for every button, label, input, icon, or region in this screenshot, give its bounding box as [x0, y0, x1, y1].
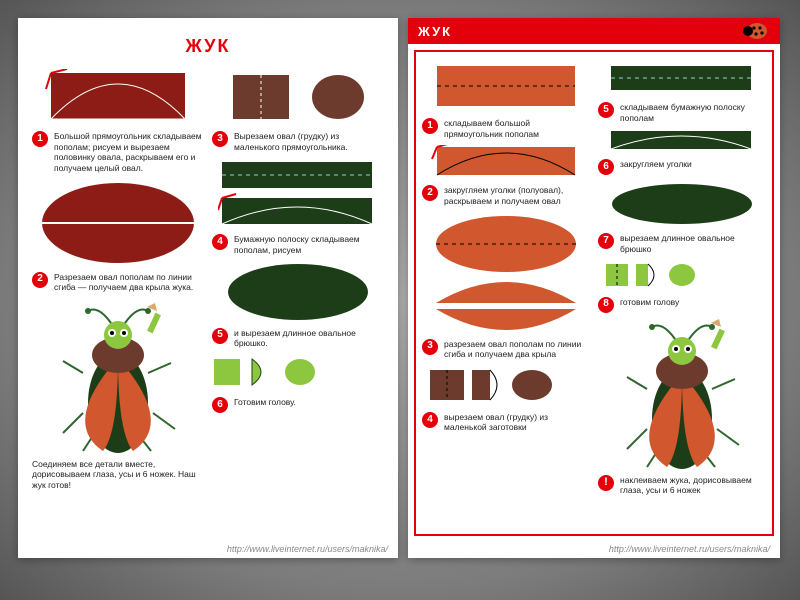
step-l6-text: Готовим голову. [234, 397, 384, 408]
thorax-pieces-icon [428, 366, 558, 406]
shape-l3 [212, 69, 384, 125]
green-strip-icon [607, 62, 757, 96]
right-cols: 1 складываем большой прямоугольник попол… [422, 58, 766, 502]
step-r6-text: закругляем уголки [620, 159, 766, 170]
num-r1-icon: 1 [422, 118, 438, 134]
step-r1: 1 складываем большой прямоугольник попол… [422, 118, 590, 139]
shape-l4 [212, 158, 384, 228]
left-footnote: Соединяем все детали вместе, дорисовывае… [32, 459, 204, 491]
right-page: ЖУК 1 складываем большой прямоугольник п [408, 18, 780, 558]
num-r4-icon: 4 [422, 412, 438, 428]
step-r7: 7 вырезаем длинное овальное брюшко [598, 233, 766, 254]
right-inner: 1 складываем большой прямоугольник попол… [414, 50, 774, 536]
left-col-a: 1 Большой прямоугольник складываем попол… [32, 65, 204, 491]
orange-oval-icon [431, 213, 581, 275]
step-l2: 2 Разрезаем овал пополам по линии сгиба … [32, 272, 204, 293]
right-col-b: 5 складываем бумажную полоску пополам 6 … [598, 58, 766, 502]
left-page: ЖУК 1 Большой прямоугольник складываем п… [18, 18, 398, 558]
step-r2: 2 закругляем уголки (полуовал), раскрыва… [422, 185, 590, 206]
rect-fold-icon [431, 62, 581, 112]
two-wings-icon [431, 279, 581, 333]
num-r5-icon: 5 [598, 102, 614, 118]
green-strip2-icon [607, 129, 757, 153]
left-body: 1 Большой прямоугольник складываем попол… [18, 57, 398, 495]
step-l3: 3 Вырезаем овал (грудку) из маленького п… [212, 131, 384, 152]
step-r8: 8 готовим голову [598, 297, 766, 313]
num-r7-icon: 7 [598, 233, 614, 249]
num-r2-icon: 2 [422, 185, 438, 201]
beetle-icon [43, 303, 193, 453]
left-col-b: 3 Вырезаем овал (грудку) из маленького п… [212, 65, 384, 491]
num-5-icon: 5 [212, 328, 228, 344]
small-rect-oval-icon [223, 69, 373, 125]
beetle-right [598, 319, 766, 469]
right-footnote: наклеиваем жука, дорисовываем глаза, усы… [620, 475, 766, 496]
shape-l6 [212, 355, 384, 391]
num-4-icon: 4 [212, 234, 228, 250]
shape-l1 [32, 69, 204, 125]
green-strips-icon [218, 158, 378, 228]
num-r6-icon: 6 [598, 159, 614, 175]
step-r2-text: закругляем уголки (полуовал), раскрываем… [444, 185, 590, 206]
shape-l-oval [32, 180, 204, 266]
num-2-icon: 2 [32, 272, 48, 288]
step-l5: 5 и вырезаем длинное овальное брюшко. [212, 328, 384, 349]
watermark-right: http://www.liveinternet.ru/users/maknika… [609, 544, 770, 554]
left-title: ЖУК [18, 36, 398, 57]
num-r8-icon: 8 [598, 297, 614, 313]
folded-rect-icon [43, 69, 193, 125]
step-l4-text: Бумажную полоску складываем пополам, рис… [234, 234, 384, 255]
step-r3: 3 разрезаем овал пополам по линии сгиба … [422, 339, 590, 360]
step-l1: 1 Большой прямоугольник складываем попол… [32, 131, 204, 174]
step-l4: 4 Бумажную полоску складываем пополам, р… [212, 234, 384, 255]
green-oval-icon [223, 262, 373, 322]
shape-r8 [598, 261, 766, 291]
step-r7-text: вырезаем длинное овальное брюшко [620, 233, 766, 254]
beetle2-icon [607, 319, 757, 469]
shape-r4 [422, 366, 590, 406]
num-3-icon: 3 [212, 131, 228, 147]
right-col-a: 1 складываем большой прямоугольник попол… [422, 58, 590, 502]
step-l2-text: Разрезаем овал пополам по линии сгиба — … [54, 272, 204, 293]
num-6-icon: 6 [212, 397, 228, 413]
shape-r7 [598, 181, 766, 227]
right-footnote-row: ! наклеиваем жука, дорисовываем глаза, у… [598, 475, 766, 496]
shape-r1 [422, 62, 590, 112]
num-1-icon: 1 [32, 131, 48, 147]
beetle-left [32, 303, 204, 453]
right-header: ЖУК [408, 18, 780, 44]
green-oval2-icon [607, 181, 757, 227]
shape-l5 [212, 262, 384, 322]
step-r4: 4 вырезаем овал (грудку) из маленькой за… [422, 412, 590, 433]
oval-icon [38, 180, 198, 266]
shape-r5 [598, 62, 766, 96]
step-r8-text: готовим голову [620, 297, 766, 308]
shape-r-oval [422, 213, 590, 275]
step-r3-text: разрезаем овал пополам по линии сгиба и … [444, 339, 590, 360]
step-r5: 5 складываем бумажную полоску пополам [598, 102, 766, 123]
shape-r2 [422, 145, 590, 179]
watermark-left: http://www.liveinternet.ru/users/maknika… [227, 544, 388, 554]
head-pieces2-icon [604, 261, 724, 291]
head-pieces-icon [212, 355, 322, 391]
step-r1-text: складываем большой прямоугольник пополам [444, 118, 590, 139]
step-r4-text: вырезаем овал (грудку) из маленькой заго… [444, 412, 590, 433]
step-l5-text: и вырезаем длинное овальное брюшко. [234, 328, 384, 349]
halfoval-icon [431, 145, 581, 179]
step-l3-text: Вырезаем овал (грудку) из маленького пря… [234, 131, 384, 152]
step-r5-text: складываем бумажную полоску пополам [620, 102, 766, 123]
step-r6: 6 закругляем уголки [598, 159, 766, 175]
step-l6: 6 Готовим голову. [212, 397, 384, 413]
right-title: ЖУК [418, 24, 452, 39]
shape-r6 [598, 129, 766, 153]
step-l1-text: Большой прямоугольник складываем пополам… [54, 131, 204, 174]
ladybug-icon [740, 21, 770, 41]
num-r3-icon: 3 [422, 339, 438, 355]
exclaim-icon: ! [598, 475, 614, 491]
shape-r-wings [422, 279, 590, 333]
